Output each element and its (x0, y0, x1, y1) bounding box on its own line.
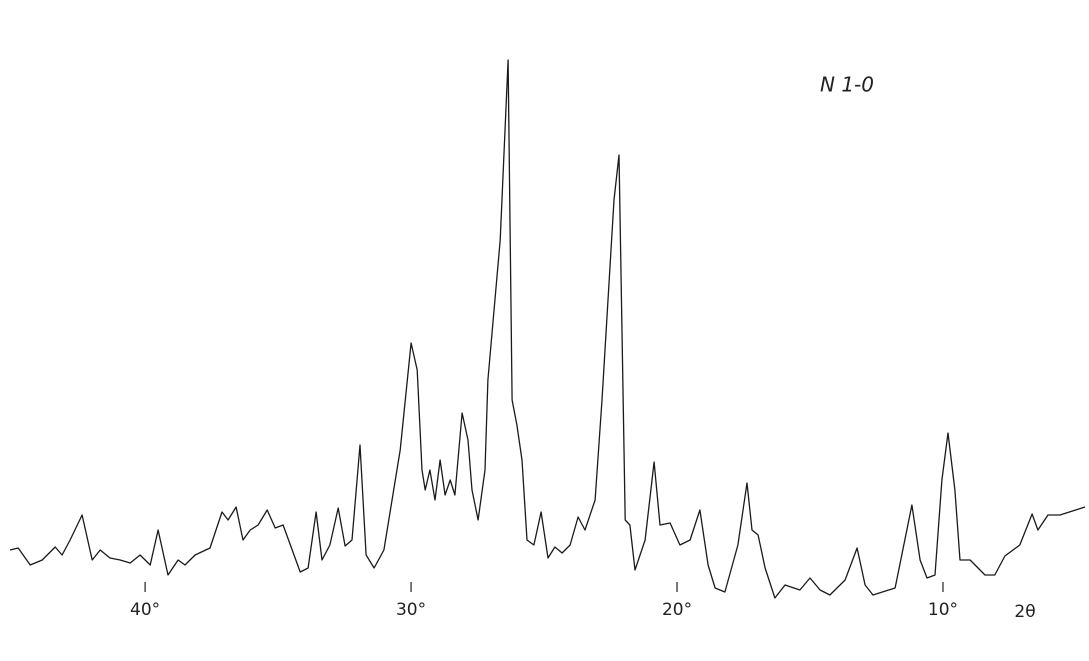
chart-title: N 1-0 (820, 73, 874, 97)
pattern-line (9, 59, 1086, 599)
x-tick-label: 30° (396, 600, 426, 620)
x-tick-label: 40° (130, 600, 160, 620)
x-tick-label: 20° (662, 600, 692, 620)
x-axis-label: 2θ (1014, 602, 1035, 622)
x-tick-label: 10° (928, 600, 958, 620)
